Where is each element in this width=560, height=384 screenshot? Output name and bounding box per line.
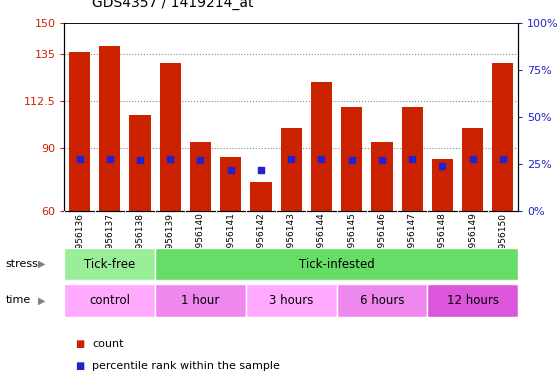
Text: ▶: ▶ — [38, 295, 46, 306]
Text: GSM956144: GSM956144 — [317, 213, 326, 267]
Point — [408, 156, 417, 162]
Bar — [311, 81, 332, 211]
Point — [105, 156, 114, 162]
Bar — [432, 159, 453, 211]
Point — [136, 157, 144, 164]
Bar — [462, 127, 483, 211]
Text: GSM956136: GSM956136 — [75, 213, 84, 268]
Point — [287, 156, 296, 162]
Bar — [64, 248, 155, 280]
Text: percentile rank within the sample: percentile rank within the sample — [92, 361, 280, 371]
Bar — [427, 284, 518, 317]
Bar — [371, 142, 393, 211]
Text: GSM956150: GSM956150 — [498, 213, 507, 268]
Bar — [155, 284, 246, 317]
Bar — [337, 284, 427, 317]
Text: GSM956145: GSM956145 — [347, 213, 356, 268]
Text: GSM956149: GSM956149 — [468, 213, 477, 268]
Bar — [246, 284, 337, 317]
Bar — [129, 115, 151, 211]
Text: GSM956148: GSM956148 — [438, 213, 447, 268]
Bar — [69, 52, 90, 211]
Bar — [250, 182, 272, 211]
Point — [166, 156, 175, 162]
Bar — [64, 284, 155, 317]
Bar — [155, 248, 518, 280]
Text: GSM956141: GSM956141 — [226, 213, 235, 268]
Text: GSM956142: GSM956142 — [256, 213, 265, 267]
Point — [256, 167, 265, 173]
Text: ■: ■ — [76, 339, 85, 349]
Point — [468, 156, 477, 162]
Bar — [190, 142, 211, 211]
Text: GSM956139: GSM956139 — [166, 213, 175, 268]
Bar — [160, 63, 181, 211]
Bar — [99, 46, 120, 211]
Text: Tick-infested: Tick-infested — [298, 258, 375, 270]
Text: GSM956146: GSM956146 — [377, 213, 386, 268]
Text: time: time — [6, 295, 31, 306]
Text: GSM956143: GSM956143 — [287, 213, 296, 268]
Bar — [492, 63, 514, 211]
Point — [317, 156, 326, 162]
Text: 1 hour: 1 hour — [181, 294, 220, 307]
Point — [75, 156, 84, 162]
Text: GDS4357 / 1419214_at: GDS4357 / 1419214_at — [92, 0, 254, 10]
Point — [226, 167, 235, 173]
Bar — [220, 157, 241, 211]
Text: GSM956147: GSM956147 — [408, 213, 417, 268]
Text: 6 hours: 6 hours — [360, 294, 404, 307]
Point — [377, 157, 386, 164]
Text: 12 hours: 12 hours — [447, 294, 498, 307]
Point — [347, 157, 356, 164]
Text: GSM956138: GSM956138 — [136, 213, 144, 268]
Text: 3 hours: 3 hours — [269, 294, 314, 307]
Text: control: control — [89, 294, 130, 307]
Text: count: count — [92, 339, 124, 349]
Bar — [281, 127, 302, 211]
Point — [498, 156, 507, 162]
Text: Tick-free: Tick-free — [84, 258, 136, 270]
Bar — [402, 107, 423, 211]
Bar — [341, 107, 362, 211]
Text: ■: ■ — [76, 361, 85, 371]
Text: ▶: ▶ — [38, 259, 46, 269]
Point — [438, 163, 447, 169]
Point — [196, 157, 205, 164]
Text: GSM956140: GSM956140 — [196, 213, 205, 268]
Text: stress: stress — [6, 259, 39, 269]
Text: GSM956137: GSM956137 — [105, 213, 114, 268]
